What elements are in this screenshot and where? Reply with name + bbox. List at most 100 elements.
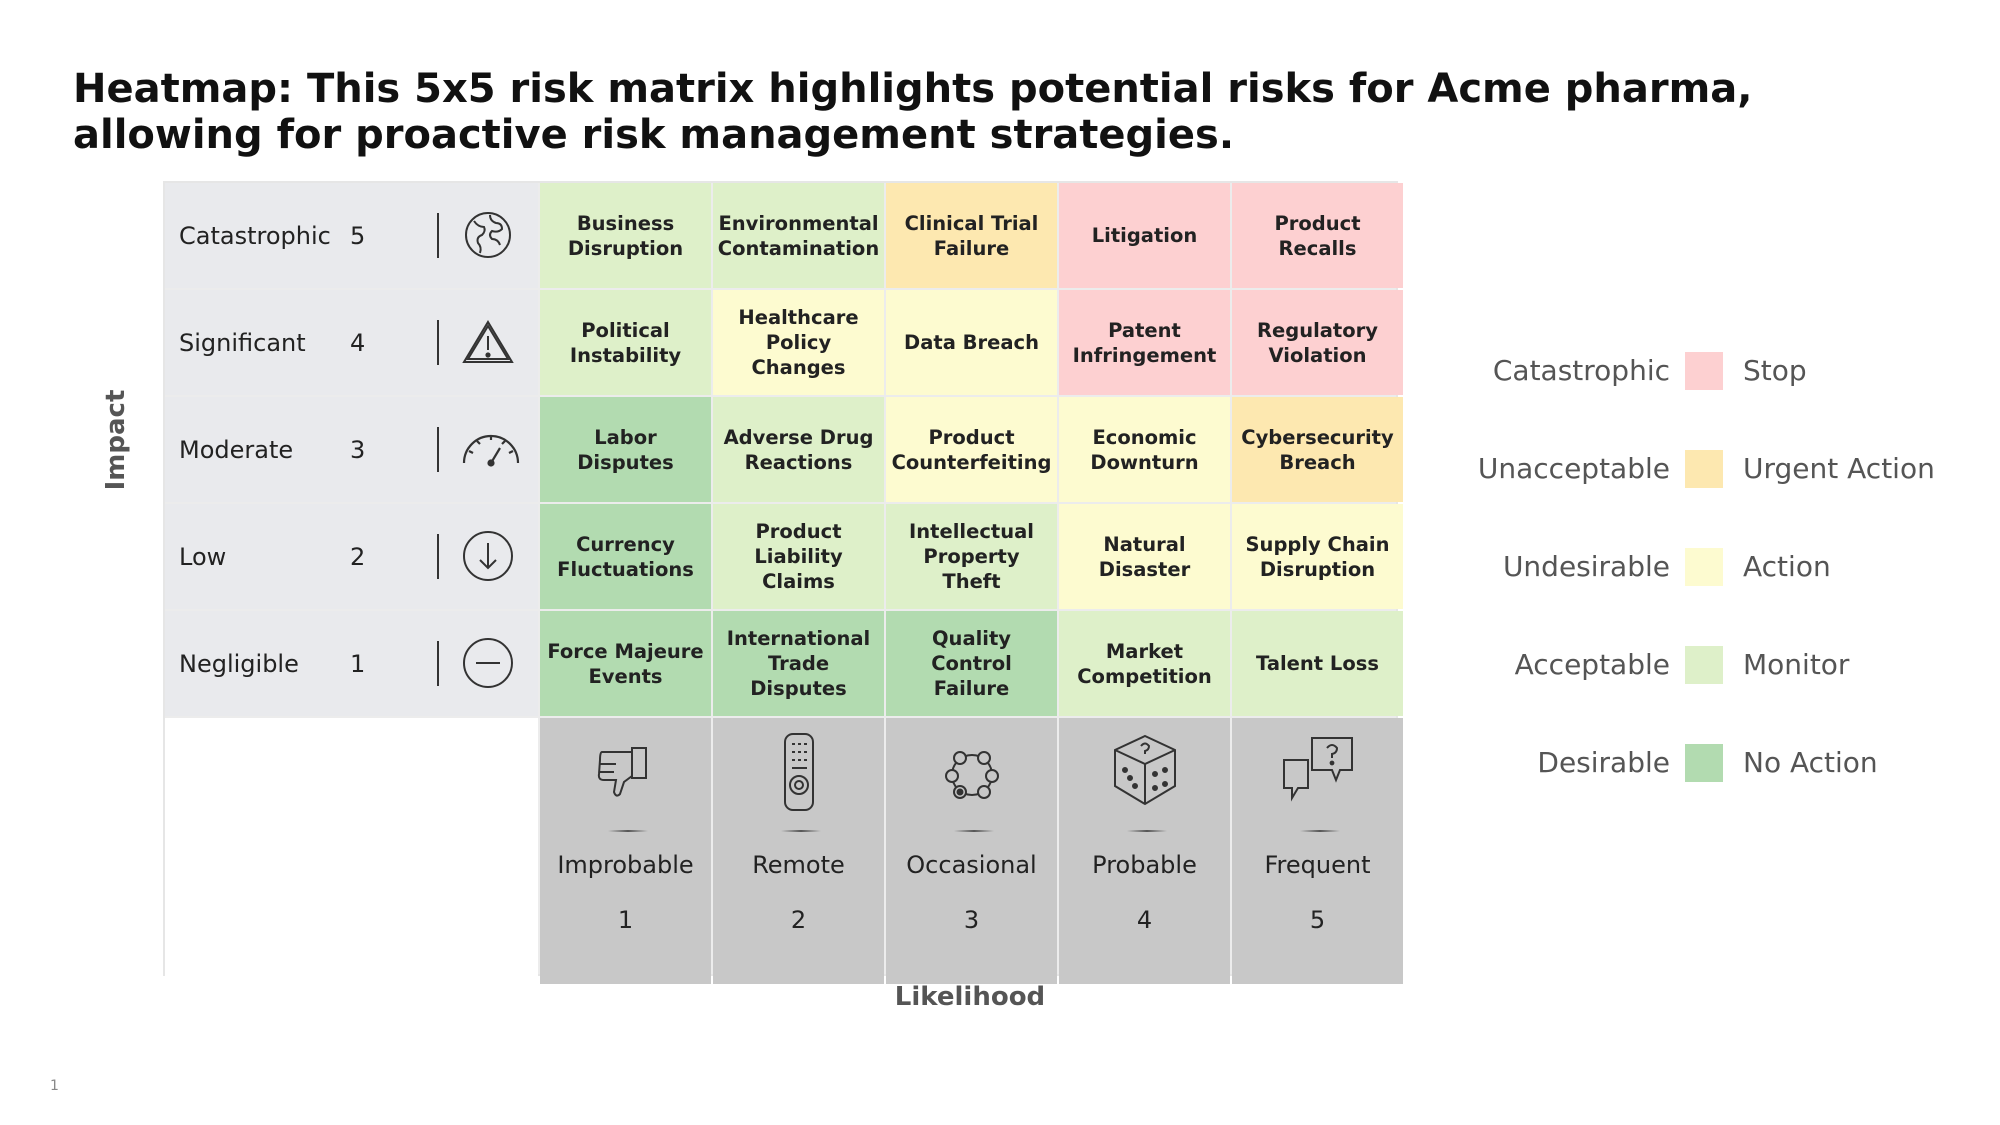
risk-cell: Labor Disputes (540, 397, 711, 502)
legend-row: Undesirable Action (1440, 548, 2000, 588)
likelihood-col-value: 5 (1309, 906, 1326, 934)
risk-cell: Regulatory Violation (1232, 290, 1403, 395)
risk-cell: Litigation (1059, 183, 1230, 288)
minus-circle-icon (460, 635, 516, 691)
impact-row-value: 2 (350, 542, 366, 571)
legend-action: Urgent Action (1743, 452, 1935, 485)
risk-cell: International Trade Disputes (713, 611, 884, 716)
risk-cell: Intellectual Property Theft (886, 504, 1057, 609)
risk-cell: Data Breach (886, 290, 1057, 395)
risk-cell: Clinical Trial Failure (886, 183, 1057, 288)
impact-row-catastrophic: Catastrophic 5 (165, 183, 538, 288)
impact-row-label: Negligible (179, 649, 299, 678)
impact-row-label: Low (179, 542, 227, 571)
impact-row-value: 5 (350, 221, 366, 250)
likelihood-col-value: 3 (963, 906, 980, 934)
likelihood-axis-label: Likelihood (894, 982, 1046, 1012)
risk-cell: Political Instability (540, 290, 711, 395)
row-divider (437, 534, 439, 579)
slide-title: Heatmap: This 5x5 risk matrix highlights… (73, 66, 1753, 158)
risk-cell: Market Competition (1059, 611, 1230, 716)
risk-cell: Environmental Contamination (713, 183, 884, 288)
risk-matrix: Catastrophic 5 Business Disruption Envir… (163, 181, 1403, 984)
corner-blank (165, 718, 538, 984)
risk-cell: Supply Chain Disruption (1232, 504, 1403, 609)
separator-line (781, 830, 821, 832)
legend-action: Stop (1743, 354, 1807, 387)
row-divider (437, 320, 439, 365)
legend: Catastrophic Stop Unacceptable Urgent Ac… (1440, 340, 2000, 800)
risk-cell: Product Counterfeiting (886, 397, 1057, 502)
likelihood-col-probable: Probable 4 (1059, 718, 1230, 984)
legend-swatch (1685, 450, 1723, 488)
separator-line (1300, 830, 1340, 832)
risk-cell: Natural Disaster (1059, 504, 1230, 609)
legend-row: Unacceptable Urgent Action (1440, 450, 2000, 490)
legend-swatch (1685, 646, 1723, 684)
likelihood-col-label: Occasional (906, 851, 1037, 879)
likelihood-col-label: Probable (1092, 851, 1197, 879)
risk-cell: Patent Infringement (1059, 290, 1230, 395)
dice-icon (1105, 730, 1185, 816)
likelihood-col-value: 1 (617, 906, 634, 934)
legend-level: Desirable (1537, 746, 1670, 779)
risk-cell: Product Liability Claims (713, 504, 884, 609)
impact-axis-label-wrap: Impact (96, 389, 136, 491)
globe-icon (460, 207, 516, 263)
risk-cell: Currency Fluctuations (540, 504, 711, 609)
likelihood-col-label: Frequent (1264, 851, 1371, 879)
impact-row-label: Significant (179, 328, 306, 357)
likelihood-col-label: Improbable (557, 851, 694, 879)
likelihood-col-label: Remote (752, 851, 845, 879)
impact-row-value: 1 (350, 649, 366, 678)
legend-action: Monitor (1743, 648, 1850, 681)
row-divider (437, 641, 439, 686)
legend-level: Acceptable (1514, 648, 1670, 681)
network-nodes-icon (932, 730, 1012, 816)
speedometer-icon (460, 421, 520, 477)
impact-row-label: Catastrophic (179, 221, 331, 250)
legend-row: Desirable No Action (1440, 744, 2000, 784)
row-divider (437, 213, 439, 258)
legend-level: Undesirable (1502, 550, 1670, 583)
likelihood-col-frequent: Frequent 5 (1232, 718, 1403, 984)
legend-swatch (1685, 548, 1723, 586)
likelihood-col-improbable: Improbable 1 (540, 718, 711, 984)
likelihood-col-value: 4 (1136, 906, 1153, 934)
separator-line (1127, 830, 1167, 832)
row-divider (437, 427, 439, 472)
question-chat-icon (1278, 730, 1358, 816)
risk-cell: Adverse Drug Reactions (713, 397, 884, 502)
likelihood-col-remote: Remote 2 (713, 718, 884, 984)
impact-row-value: 3 (350, 435, 366, 464)
risk-cell: Healthcare Policy Changes (713, 290, 884, 395)
risk-cell: Talent Loss (1232, 611, 1403, 716)
risk-cell: Quality Control Failure (886, 611, 1057, 716)
impact-axis-label: Impact (101, 389, 131, 491)
legend-level: Unacceptable (1477, 452, 1670, 485)
down-arrow-circle-icon (460, 528, 516, 584)
legend-row: Acceptable Monitor (1440, 646, 2000, 686)
separator-line (608, 830, 648, 832)
risk-cell: Economic Downturn (1059, 397, 1230, 502)
risk-cell: Product Recalls (1232, 183, 1403, 288)
risk-cell: Cybersecurity Breach (1232, 397, 1403, 502)
impact-row-label: Moderate (179, 435, 294, 464)
legend-row: Catastrophic Stop (1440, 352, 2000, 392)
impact-row-value: 4 (350, 328, 366, 357)
page-number: 1 (50, 1078, 59, 1094)
risk-cell: Force Majeure Events (540, 611, 711, 716)
legend-level: Catastrophic (1492, 354, 1670, 387)
impact-row-significant: Significant 4 (165, 290, 538, 395)
separator-line (954, 830, 994, 832)
thumbs-down-icon (586, 730, 666, 816)
legend-swatch (1685, 744, 1723, 782)
likelihood-col-value: 2 (790, 906, 807, 934)
impact-row-low: Low 2 (165, 504, 538, 609)
warning-triangle-icon (460, 314, 516, 370)
likelihood-col-occasional: Occasional 3 (886, 718, 1057, 984)
legend-action: No Action (1743, 746, 1878, 779)
legend-swatch (1685, 352, 1723, 390)
impact-row-moderate: Moderate 3 (165, 397, 538, 502)
risk-cell: Business Disruption (540, 183, 711, 288)
